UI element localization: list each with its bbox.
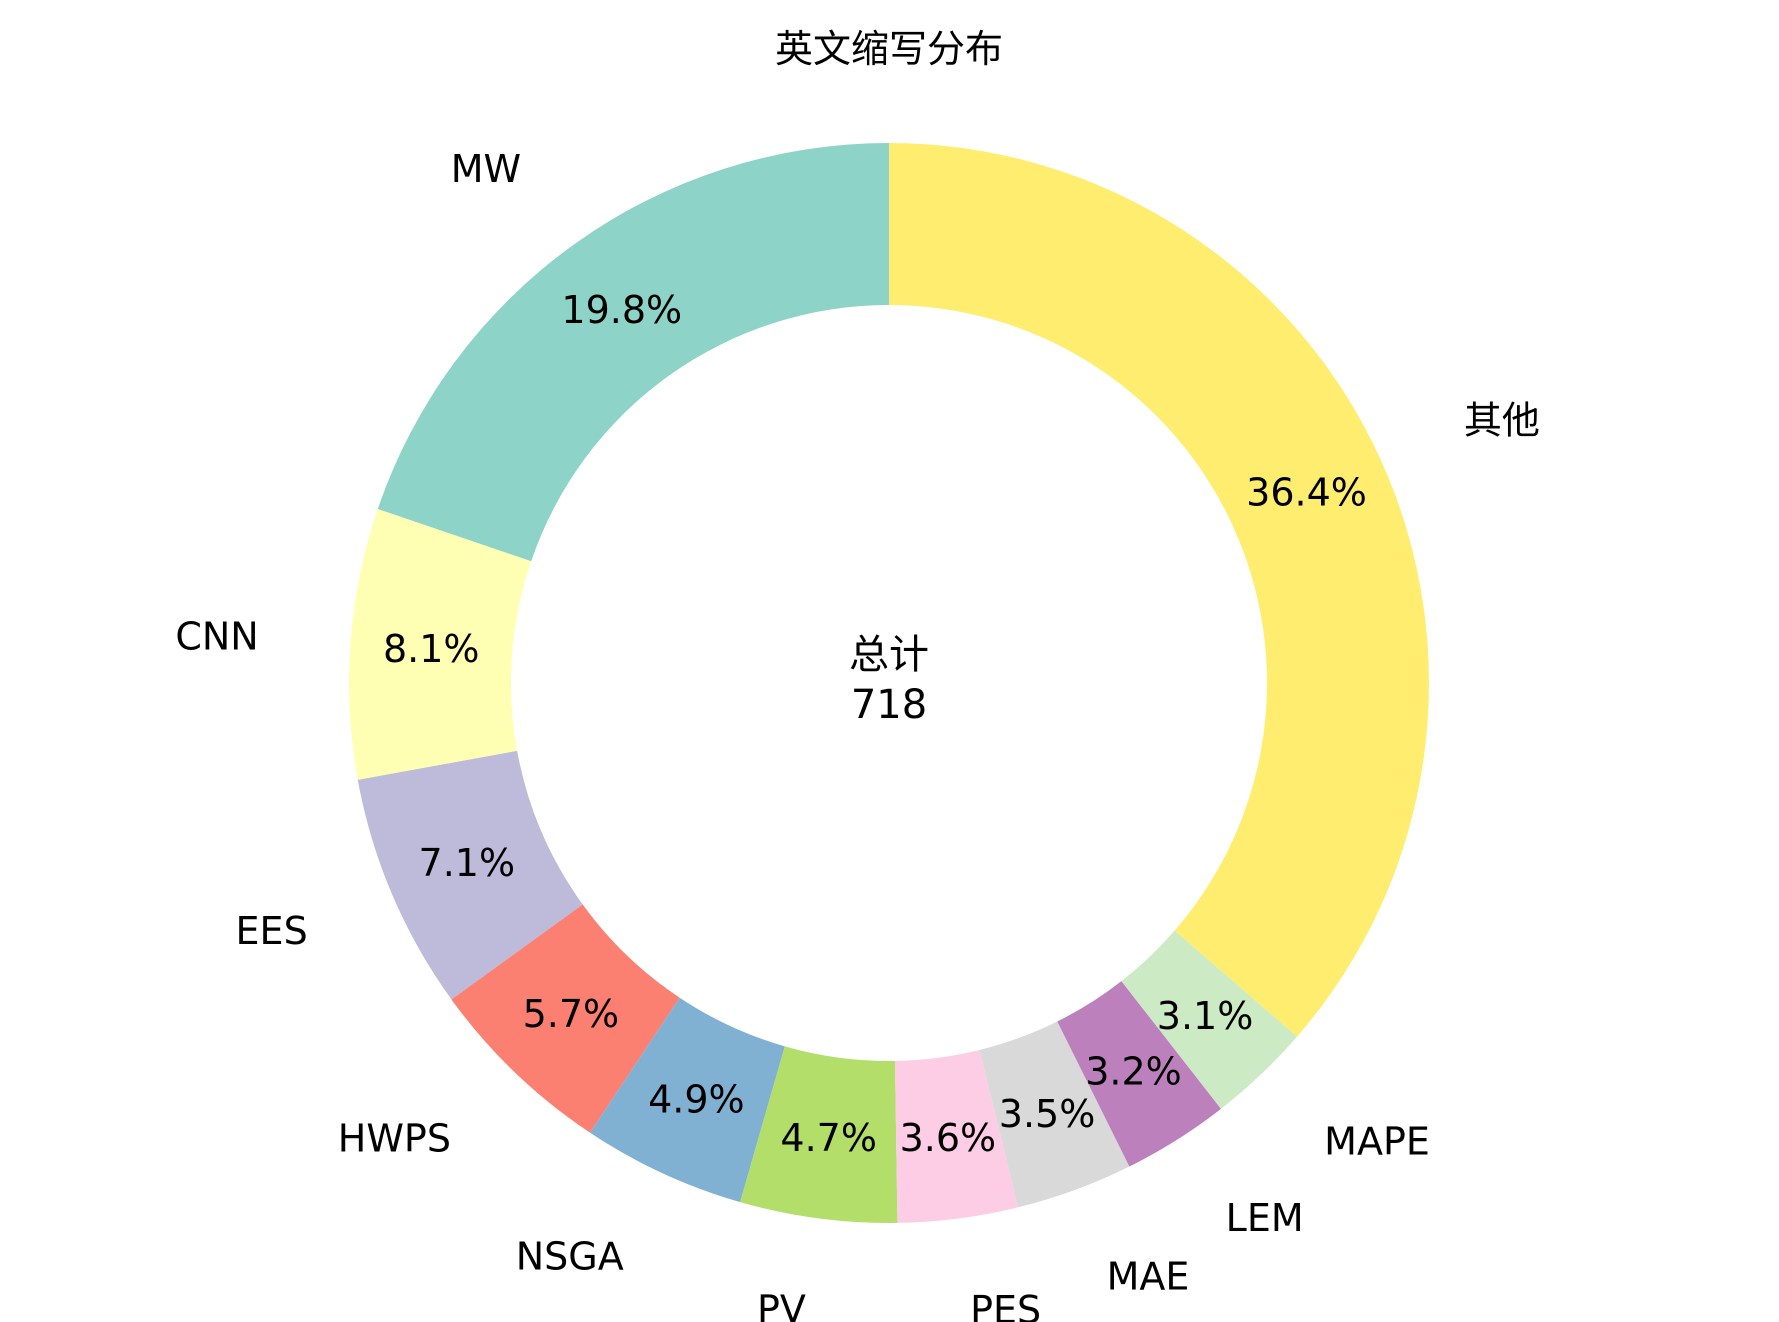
slice-label-2: EES	[236, 909, 308, 953]
slice-percent-8: 3.2%	[1085, 1049, 1182, 1093]
slice-labels: MW CNN EES HWPS NSGA PV PES MAE LEM MAPE 其他	[175, 147, 1540, 1322]
slice-label-10: 其他	[1464, 398, 1540, 442]
slice-percent-4: 4.9%	[648, 1078, 745, 1122]
slice-label-7: MAE	[1107, 1254, 1190, 1298]
slice-label-5: PV	[757, 1288, 806, 1322]
slice-label-0: MW	[451, 147, 521, 191]
slice-7	[979, 1021, 1130, 1208]
slice-percent-3: 5.7%	[523, 992, 620, 1036]
slice-2	[357, 750, 583, 1000]
slice-label-1: CNN	[175, 614, 258, 658]
slice-percent-2: 7.1%	[419, 841, 516, 885]
slice-percent-6: 3.6%	[900, 1116, 997, 1160]
slice-percent-10: 36.4%	[1246, 470, 1367, 514]
slice-percent-5: 4.7%	[780, 1116, 877, 1160]
slice-3	[451, 904, 680, 1133]
center-label: 总计	[849, 632, 929, 678]
chart-title: 英文缩写分布	[775, 27, 1003, 71]
slice-5	[740, 1046, 898, 1223]
slice-percent-9: 3.1%	[1157, 994, 1254, 1038]
slice-percent-0: 19.8%	[561, 288, 682, 332]
donut-slices	[348, 142, 1429, 1223]
slice-1	[348, 509, 532, 780]
slice-label-9: MAPE	[1324, 1119, 1430, 1163]
slice-label-4: NSGA	[516, 1235, 624, 1279]
slice-6	[894, 1050, 1019, 1223]
slice-label-3: HWPS	[338, 1117, 451, 1161]
slice-9	[1121, 930, 1298, 1109]
slice-percent-1: 8.1%	[383, 627, 480, 671]
slice-10	[889, 142, 1429, 1037]
slice-8	[1057, 981, 1222, 1167]
slice-label-6: PES	[970, 1288, 1041, 1322]
slice-0	[377, 143, 889, 562]
slice-4	[589, 997, 785, 1203]
slice-label-8: LEM	[1226, 1196, 1304, 1240]
slice-percent-labels: 19.8% 8.1% 7.1% 5.7% 4.9% 4.7% 3.6%3.5%3.2% 3.1…	[383, 288, 1367, 1160]
center-value: 718	[851, 682, 927, 728]
slice-percent-7: 3.5%	[999, 1092, 1096, 1136]
